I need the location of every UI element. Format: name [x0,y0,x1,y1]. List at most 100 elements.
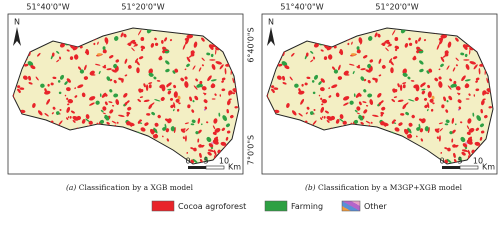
land-patch [134,43,138,47]
land-patch [469,61,476,65]
caption: (b) Classification by a M3GP+XGB model [305,183,463,192]
land-patch [113,79,117,84]
land-patch [402,68,407,75]
land-patch [213,118,218,124]
land-patch [310,59,314,63]
land-patch [451,129,456,134]
land-patch [161,85,166,92]
land-patch [197,117,201,124]
land-patch [211,98,216,100]
land-patch [199,80,203,85]
land-patch [400,113,405,116]
land-patch [423,97,428,101]
land-patch [331,84,338,89]
land-patch [151,111,155,116]
caption-label: (a) [66,183,76,192]
land-patch [213,149,217,156]
land-patch [463,59,470,61]
land-patch [186,34,194,39]
land-patch [115,99,120,106]
land-patch [66,78,71,83]
land-patch [85,114,90,120]
land-patch [377,93,382,98]
land-patch [479,136,483,141]
legend-swatch [151,200,175,212]
land-patch [154,37,157,41]
land-patch [66,106,71,113]
land-patch [456,92,461,95]
land-patch [182,43,186,50]
land-patch [76,115,82,121]
land-patch [95,63,101,66]
land-patch [28,75,32,81]
land-patch [102,106,107,111]
land-patch [17,85,21,89]
land-patch [19,109,26,114]
land-patch [178,102,181,105]
land-patch [439,135,441,142]
land-patch [451,117,455,124]
land-patch [473,64,478,70]
land-patch [389,60,394,66]
land-patch [402,82,407,85]
land-patch [402,84,406,89]
land-patch [365,120,371,124]
land-patch [460,136,466,143]
land-patch [367,93,373,98]
land-patch [318,81,322,85]
land-patch [198,144,202,148]
land-patch [28,82,33,85]
land-patch [170,104,174,109]
land-patch [391,98,395,103]
land-patch [199,83,203,88]
land-patch [46,98,51,105]
land-patch [398,122,403,126]
land-patch [397,83,400,88]
land-patch [352,70,355,75]
land-patch [353,93,356,97]
land-patch [416,50,419,54]
land-patch [189,96,193,102]
land-patch [429,98,434,103]
land-patch [67,98,74,104]
land-patch [172,108,175,112]
land-patch [438,39,443,45]
land-patch [313,43,319,48]
land-patch [458,106,462,110]
land-patch [37,110,43,116]
land-patch [411,114,415,119]
land-patch [219,64,224,70]
land-patch [475,127,480,131]
land-patch [462,143,468,148]
scale-bar [442,166,460,169]
land-patch [97,41,99,45]
caption-text: Classification by a XGB model [79,183,194,192]
land-patch [360,76,365,81]
land-patch [129,122,132,127]
land-patch [461,75,466,82]
land-patch [333,69,339,74]
land-patch [210,79,217,82]
land-patch [109,109,114,114]
land-patch [193,41,198,48]
land-patch [19,87,25,90]
land-patch [438,76,442,80]
land-patch [184,76,188,80]
land-patch [455,86,461,91]
land-patch [339,118,344,122]
land-patch [380,113,384,117]
land-patch [298,90,305,95]
land-patch [199,158,203,163]
land-patch [104,101,108,106]
land-patch [469,140,472,144]
land-patch [145,84,149,91]
land-patch [124,74,128,77]
land-patch [319,87,325,92]
land-patch [467,118,472,124]
land-patch [407,134,413,139]
land-patch [83,76,89,80]
land-patch [480,108,483,114]
land-patch [118,114,125,117]
land-patch [170,126,175,132]
land-patch [380,111,385,115]
